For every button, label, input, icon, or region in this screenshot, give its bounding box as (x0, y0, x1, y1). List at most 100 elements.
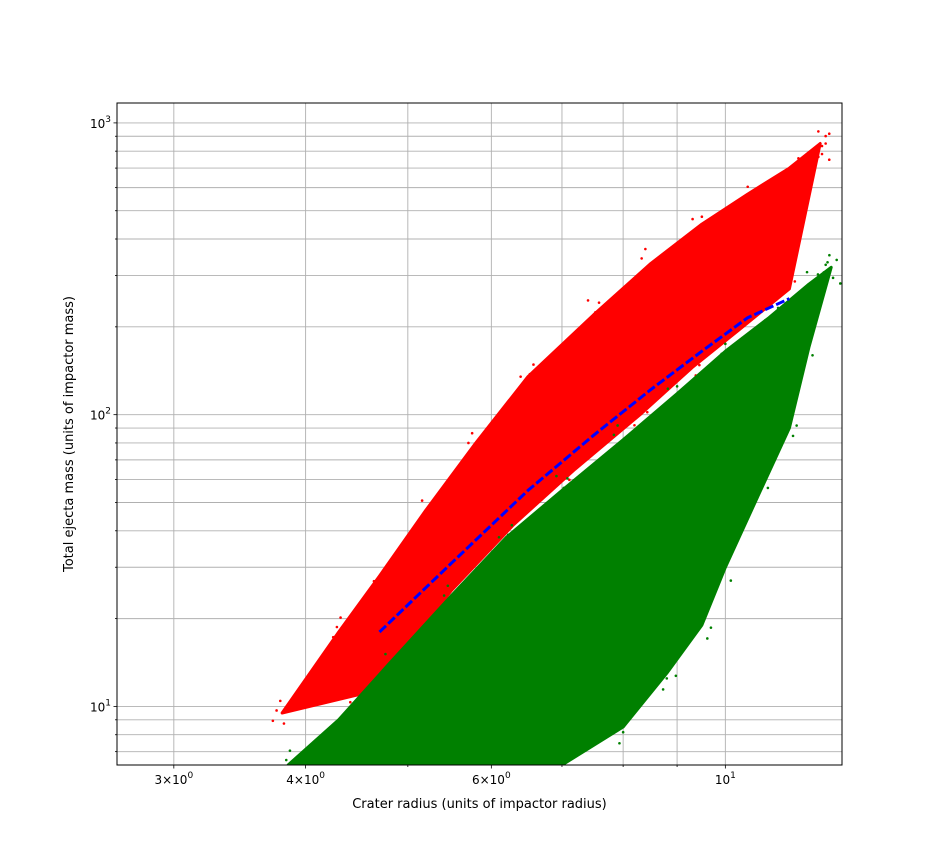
scatter-point (619, 446, 623, 449)
scatter-point (835, 258, 838, 262)
scatter-point (764, 318, 767, 322)
x-tick-label: 3×100 (154, 771, 193, 787)
scatter-point (826, 261, 829, 264)
scatter-point (831, 276, 835, 280)
scatter-point (674, 674, 678, 678)
scatter-point (506, 533, 510, 537)
scatter-point (683, 397, 686, 401)
scatter-point (616, 424, 619, 427)
scatter-point (824, 134, 827, 138)
ticks: 3×100 4×100 6×100 101 101 102 103 (90, 115, 736, 787)
scatter-point (597, 301, 601, 304)
series-line-2 (378, 297, 791, 634)
scatter-point (784, 169, 787, 172)
scatter-point (497, 535, 501, 539)
scatter-point (571, 467, 575, 471)
scatter-point (742, 195, 746, 198)
scatter-point (483, 452, 487, 455)
scatter-point (822, 271, 826, 274)
scatter-point (707, 227, 711, 231)
scatter-point (618, 741, 621, 745)
scatter-point (737, 314, 741, 317)
scatter-point (514, 513, 517, 517)
scatter-point (817, 155, 820, 159)
scatter-point (505, 515, 508, 519)
scatter-point (838, 282, 842, 285)
scatter-point (700, 215, 704, 218)
scatter-point (514, 546, 517, 550)
y-axis-label: Total ejecta mass (units of impactor mas… (62, 296, 77, 573)
scatter-point (690, 351, 694, 355)
scatter-point (384, 652, 387, 656)
y-tick-label: 103 (90, 115, 111, 131)
scatter-point (784, 282, 787, 286)
scatter-point (788, 412, 791, 415)
scatter-point (813, 282, 816, 286)
scatter-point (528, 372, 532, 376)
scatter-point (331, 635, 335, 639)
scatter-point (532, 363, 535, 366)
scatter-point (750, 477, 753, 480)
scatter-point (612, 433, 616, 437)
scatter-point (555, 474, 558, 478)
scatter-point (625, 720, 629, 724)
scatter-point (420, 499, 424, 502)
scatter-point (395, 655, 398, 658)
scatter-point (727, 366, 731, 369)
scatter-point (746, 185, 750, 189)
scatter-point (339, 616, 342, 619)
scatter-point (716, 363, 720, 366)
scatter-point (675, 385, 679, 388)
scatter-point (722, 565, 725, 569)
scatter-point (693, 616, 696, 620)
scatter-point (681, 354, 685, 357)
scatter-point (381, 577, 385, 580)
scatter-point (344, 711, 348, 714)
scatter-point (368, 590, 372, 594)
scatter-point (778, 414, 782, 418)
plot-frame (116, 102, 843, 766)
scatter-point (791, 434, 795, 438)
scatter-point (706, 637, 709, 640)
scatter-band-1 (286, 265, 833, 765)
scatter-point (691, 217, 694, 221)
scatter-point (811, 353, 814, 357)
scatter-point (446, 584, 450, 588)
scatter-point (776, 306, 780, 310)
x-tick-label: 6×100 (472, 771, 511, 787)
scatter-point (698, 363, 701, 367)
scatter-point (474, 455, 478, 458)
scatter-point (590, 321, 594, 324)
scatter-point (793, 166, 797, 170)
scatter-point (328, 734, 331, 738)
scatter-point (365, 678, 369, 682)
scatter-point (658, 664, 661, 668)
scatter-point (817, 130, 820, 133)
scatter-point (766, 486, 770, 490)
scatter-point (679, 408, 683, 412)
scatter-point (827, 132, 831, 136)
scatter-point (807, 331, 811, 335)
scatter-point (647, 269, 651, 273)
scatter-point (341, 721, 344, 724)
scatter-point (629, 711, 632, 714)
scatter-point (816, 273, 820, 276)
x-tick-label: 101 (715, 771, 736, 787)
scatter-point (450, 607, 453, 611)
scatter-point (564, 758, 567, 762)
scatter-point (644, 247, 647, 251)
scatter-point (666, 387, 670, 391)
scatter-point (828, 253, 831, 257)
scatter-point (431, 501, 435, 505)
scatter-point (725, 556, 729, 559)
scatter-point (575, 458, 578, 461)
scatter-point (567, 749, 571, 752)
scatter-point (442, 581, 446, 585)
scatter-point (633, 423, 636, 427)
scatter-point (760, 329, 763, 333)
scatter-point (586, 299, 590, 302)
scatter-point (645, 410, 649, 414)
scatter-point (718, 576, 722, 580)
scatter-point (271, 719, 275, 723)
